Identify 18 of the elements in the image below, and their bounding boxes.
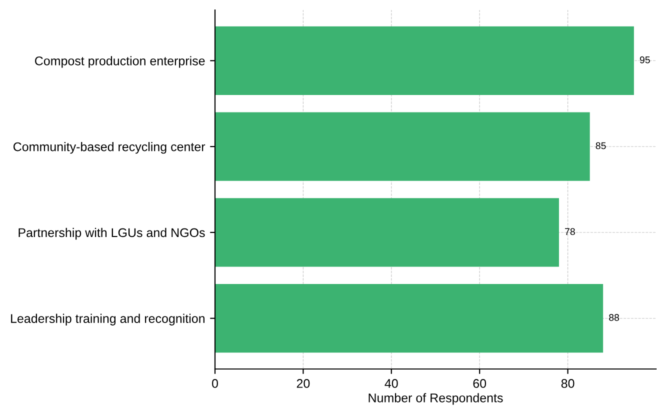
bar xyxy=(215,198,559,267)
x-axis-title: Number of Respondents xyxy=(368,393,503,405)
x-tick-label: 60 xyxy=(473,379,486,388)
x-tick-label: 80 xyxy=(561,379,574,388)
y-tick-label: Leadership training and recognition xyxy=(11,314,204,326)
data-label: 78 xyxy=(565,228,575,236)
data-label: 88 xyxy=(609,314,620,321)
bar xyxy=(215,284,604,353)
bar xyxy=(215,112,590,181)
x-tick-label: 20 xyxy=(296,379,310,388)
y-tick-label: Compost production enterprise xyxy=(35,56,205,68)
y-tick-label: Community-based recycling center xyxy=(13,142,206,154)
data-label: 85 xyxy=(596,142,606,150)
bar xyxy=(215,26,634,96)
x-tick-label: 40 xyxy=(384,379,398,388)
y-tick-label: Partnership with LGUs and NGOs xyxy=(18,228,205,240)
data-label: 95 xyxy=(640,56,650,64)
x-tick-label: 0 xyxy=(212,379,218,388)
